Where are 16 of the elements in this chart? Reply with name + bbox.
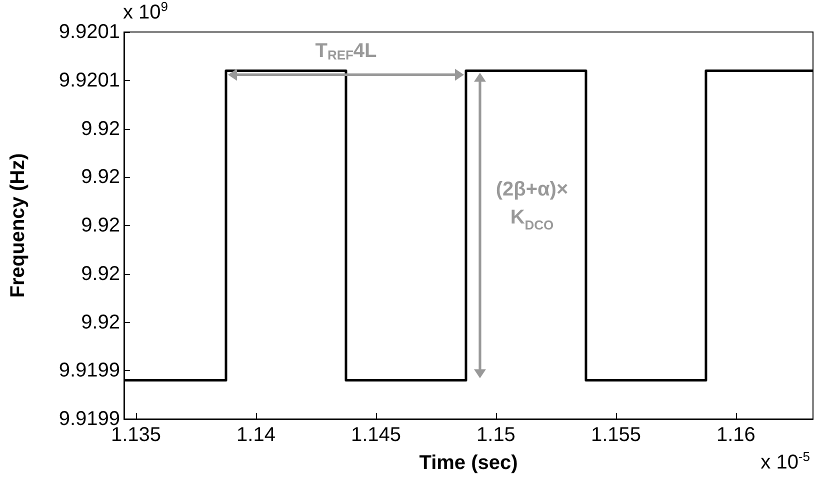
x-tick-label: 1.155 — [590, 424, 642, 446]
x-tick-label: 1.14 — [236, 424, 276, 446]
x-tick-label: 1.16 — [716, 424, 756, 446]
y-axis-title: Frequency (Hz) — [7, 153, 29, 298]
y-tick-label: 9.9201 — [58, 69, 120, 92]
x-axis-title: Time (sec) — [419, 452, 518, 474]
y-tick-label: 9.9199 — [58, 360, 120, 382]
y-tick-label: 9.92 — [81, 262, 120, 285]
x-tick-label: 1.15 — [476, 424, 516, 446]
annotation: TREF4L — [315, 40, 377, 63]
y-tick-label: 9.92 — [81, 214, 120, 236]
y-tick-label: 9.92 — [81, 311, 120, 334]
y-tick-label: 9.92 — [81, 166, 120, 188]
x-tick-label: 1.145 — [350, 424, 402, 446]
y-tick-label: 9.92 — [81, 118, 120, 140]
y-tick-label: 9.9201 — [58, 21, 120, 43]
